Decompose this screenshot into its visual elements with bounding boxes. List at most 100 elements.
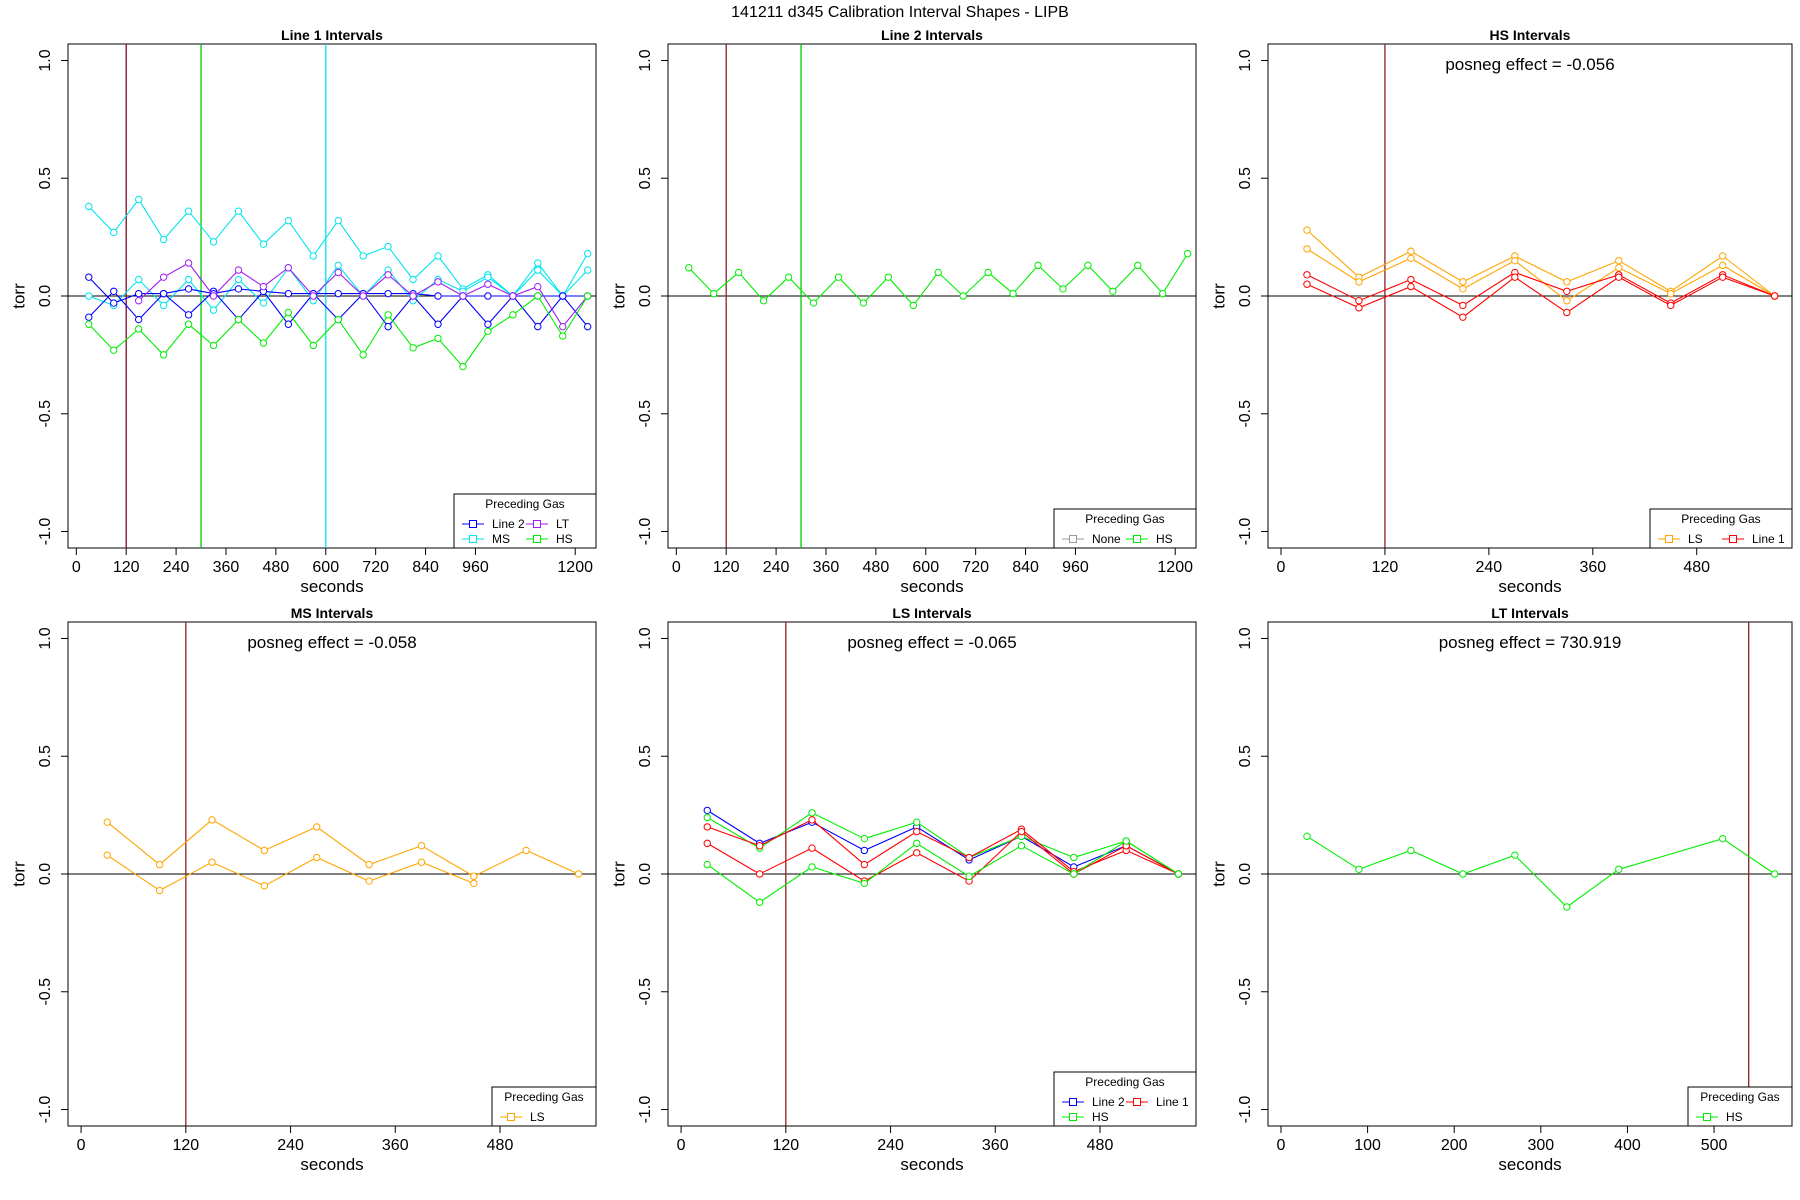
data-point bbox=[159, 289, 168, 298]
y-tick-label: -1.0 bbox=[37, 1096, 54, 1124]
data-point bbox=[459, 362, 467, 371]
data-point bbox=[534, 282, 542, 291]
data-point bbox=[583, 292, 592, 300]
data-series bbox=[685, 249, 1192, 310]
chart-panel-1: Line 1 Intervals 0 120 240 360 480 600 720 840 96… bbox=[9, 27, 597, 596]
data-point bbox=[85, 313, 93, 321]
data-point bbox=[1355, 304, 1363, 312]
data-point bbox=[159, 301, 168, 310]
data-point bbox=[409, 292, 417, 300]
data-point bbox=[703, 839, 711, 848]
data-point bbox=[234, 315, 243, 324]
data-point bbox=[860, 846, 869, 855]
posneg-annotation: posneg effect = -0.058 bbox=[247, 633, 416, 652]
data-point bbox=[755, 842, 764, 850]
x-tick-label: 120 bbox=[713, 559, 740, 576]
y-tick-label: -0.5 bbox=[1237, 400, 1254, 428]
x-tick-label: 480 bbox=[263, 559, 290, 576]
y-tick-label: 0.5 bbox=[1237, 167, 1254, 189]
data-point bbox=[913, 818, 921, 826]
data-point bbox=[534, 322, 542, 331]
data-point bbox=[409, 344, 417, 352]
legend-label: Line 2 bbox=[1092, 1095, 1125, 1109]
data-point bbox=[184, 259, 193, 267]
data-point bbox=[965, 853, 973, 862]
panels: Line 1 Intervals 0 120 240 360 480 600 720 840 96… bbox=[9, 27, 1793, 1174]
data-point bbox=[1563, 287, 1571, 295]
data-point bbox=[509, 292, 517, 300]
data-point bbox=[284, 264, 293, 272]
data-point bbox=[1770, 292, 1779, 300]
data-point bbox=[1563, 278, 1571, 286]
data-point bbox=[1407, 282, 1415, 291]
data-point bbox=[1511, 273, 1519, 281]
y-axis-label: torr bbox=[1209, 283, 1228, 309]
data-point bbox=[1070, 853, 1078, 862]
legend-box bbox=[1649, 508, 1793, 549]
x-tick-label: 500 bbox=[1701, 1137, 1728, 1154]
data-point bbox=[284, 320, 293, 328]
data-point bbox=[359, 292, 367, 300]
x-tick-label: 480 bbox=[487, 1137, 514, 1154]
y-axis-label: torr bbox=[609, 283, 628, 309]
y-tick-label: -0.5 bbox=[37, 978, 54, 1006]
data-point bbox=[309, 252, 317, 260]
series-line bbox=[1306, 248, 1775, 302]
y-tick-label: 0.5 bbox=[1237, 745, 1254, 767]
x-tick-label: 0 bbox=[72, 559, 81, 576]
data-point bbox=[1407, 254, 1415, 263]
data-point bbox=[965, 872, 973, 881]
data-point bbox=[1615, 256, 1623, 265]
data-point bbox=[384, 271, 392, 279]
data-point bbox=[834, 273, 843, 281]
data-point bbox=[1355, 278, 1363, 286]
series-line bbox=[1306, 271, 1775, 307]
data-point bbox=[522, 846, 530, 855]
data-point bbox=[209, 292, 218, 300]
data-point bbox=[808, 809, 816, 817]
data-point bbox=[809, 299, 818, 307]
x-tick-label: 720 bbox=[962, 559, 989, 576]
x-tick-label: 240 bbox=[163, 559, 190, 576]
x-tick-label: 360 bbox=[213, 559, 240, 576]
chart-panel-6: LT Intervals 0 100 200 300 400 500 seconds -1.0 -… bbox=[1209, 605, 1793, 1174]
data-point bbox=[334, 261, 342, 270]
series-line bbox=[707, 830, 1179, 882]
y-tick-label: 1.0 bbox=[637, 627, 654, 649]
data-point bbox=[85, 202, 93, 211]
legend-label: HS bbox=[556, 532, 573, 546]
data-point bbox=[334, 289, 342, 298]
y-tick-label: 0.5 bbox=[637, 167, 654, 189]
data-series bbox=[1303, 273, 1779, 321]
data-point bbox=[184, 285, 193, 293]
legend-label: LS bbox=[530, 1110, 545, 1124]
data-point bbox=[134, 195, 143, 204]
y-tick-label: 1.0 bbox=[637, 49, 654, 71]
data-point bbox=[384, 242, 392, 251]
data-point bbox=[755, 870, 764, 878]
data-point bbox=[860, 860, 869, 869]
legend-marker bbox=[1729, 535, 1737, 543]
data-point bbox=[134, 297, 143, 305]
data-point bbox=[509, 311, 517, 319]
y-tick-label: 0.0 bbox=[637, 285, 654, 307]
data-point bbox=[984, 268, 992, 277]
y-tick-label: -1.0 bbox=[1237, 1096, 1254, 1124]
legend-title: Preceding Gas bbox=[1085, 1075, 1164, 1089]
data-point bbox=[1303, 280, 1311, 288]
data-point bbox=[913, 849, 921, 857]
data-point bbox=[259, 282, 268, 291]
x-tick-label: 960 bbox=[1062, 559, 1089, 576]
legend-marker bbox=[1133, 535, 1141, 543]
data-point bbox=[1770, 870, 1779, 878]
data-point bbox=[1667, 289, 1675, 298]
legend-marker bbox=[1133, 1098, 1141, 1106]
data-point bbox=[1084, 261, 1092, 270]
data-point bbox=[484, 320, 492, 328]
legend-marker bbox=[1665, 535, 1673, 543]
data-point bbox=[103, 851, 111, 859]
data-point bbox=[409, 275, 417, 284]
panel-title: LS Intervals bbox=[892, 605, 972, 621]
x-tick-label: 1200 bbox=[1157, 559, 1193, 576]
data-series bbox=[1303, 832, 1779, 911]
